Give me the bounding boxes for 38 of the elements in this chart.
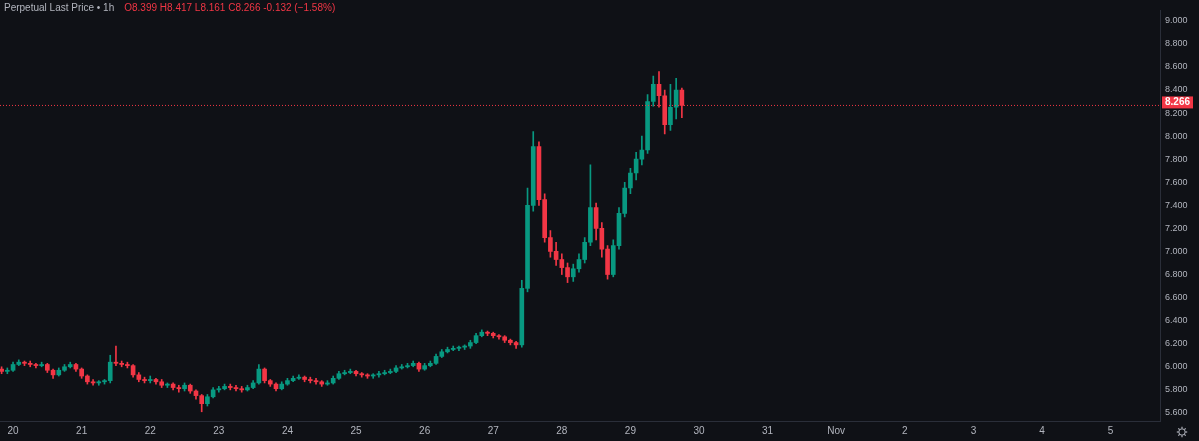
ref-line-label: 8.266	[1165, 96, 1191, 108]
y-tick-label: 8.000	[1165, 130, 1188, 141]
y-tick-label: 8.200	[1165, 107, 1188, 118]
y-tick-label: 6.600	[1165, 292, 1188, 303]
y-tick-label: 5.600	[1165, 407, 1188, 418]
y-tick-label: 8.400	[1165, 84, 1188, 95]
chart-title: Perpetual Last Price • 1h	[4, 2, 115, 13]
x-tick-label: Nov	[827, 424, 846, 436]
y-tick-label: 6.800	[1165, 269, 1188, 280]
x-tick-label: 27	[487, 424, 500, 436]
x-tick-label: 5	[1107, 424, 1114, 436]
x-tick-label: 21	[76, 424, 88, 436]
y-tick-label: 9.000	[1165, 15, 1188, 26]
y-tick-label: 5.800	[1165, 384, 1188, 395]
y-tick-label: 7.400	[1165, 199, 1188, 210]
x-tick-label: 22	[144, 424, 157, 436]
x-tick-label: 30	[693, 424, 706, 436]
x-tick-label: 31	[762, 424, 774, 436]
y-tick-label: 8.600	[1165, 61, 1188, 72]
x-tick-label: 3	[970, 424, 977, 436]
y-tick-label: 6.400	[1165, 315, 1188, 326]
x-tick-label: 25	[350, 424, 363, 436]
x-tick-label: 4	[1039, 424, 1046, 436]
x-tick-label: 2	[902, 424, 909, 436]
y-tick-label: 6.000	[1165, 361, 1188, 372]
x-tick-label: 24	[281, 424, 294, 436]
x-tick-label: 23	[213, 424, 225, 436]
x-tick-label: 20	[7, 424, 20, 436]
y-tick-label: 6.200	[1165, 338, 1188, 349]
y-tick-label: 7.800	[1165, 153, 1188, 164]
annotation: O8.399 H8.417 L8.161 C8.266 -0.132 (−1.58%)	[124, 2, 336, 13]
y-tick-label: 7.200	[1165, 222, 1188, 233]
x-tick-label: 28	[556, 424, 568, 436]
y-tick-label: 7.600	[1165, 176, 1188, 187]
x-tick-label: 29	[624, 424, 637, 436]
x-tick-label: 26	[419, 424, 431, 436]
y-tick-label: 7.000	[1165, 245, 1188, 256]
y-tick-label: 8.800	[1165, 38, 1188, 49]
